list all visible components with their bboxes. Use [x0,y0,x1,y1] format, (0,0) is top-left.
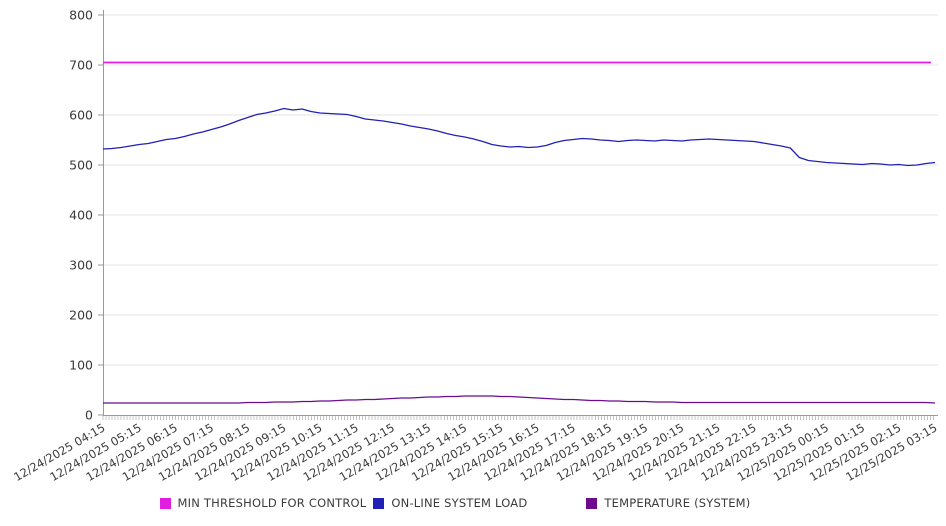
y-tick-label: 100 [69,358,93,373]
series-line-temperature-system [103,395,936,404]
legend-item-min-threshold-for-control: MIN THRESHOLD FOR CONTROL [159,496,367,510]
y-tick-label: 500 [69,158,93,173]
legend-swatch-icon [159,497,171,509]
legend-swatch-icon [586,497,598,509]
legend-item-on-line-system-load: ON-LINE SYSTEM LOAD [373,496,527,510]
legend-label: MIN THRESHOLD FOR CONTROL [177,496,367,510]
y-tick-label: 200 [69,308,93,323]
legend-label: TEMPERATURE (SYSTEM) [604,496,751,510]
legend-swatch-icon [373,497,385,509]
legend-label: ON-LINE SYSTEM LOAD [391,496,528,510]
y-tick-label: 300 [69,258,93,273]
legend-item-temperature-system: TEMPERATURE (SYSTEM) [586,496,750,510]
y-tick-label: 0 [85,408,93,423]
legend: MIN THRESHOLD FOR CONTROL ON-LINE SYSTEM … [0,496,928,510]
series-line-on-line-system-load [102,107,936,167]
y-tick-label: 400 [69,208,93,223]
y-tick-label: 700 [69,58,93,73]
y-tick-label: 600 [69,108,93,123]
y-tick-label: 800 [69,8,93,23]
x-minor-ticks [102,416,934,420]
